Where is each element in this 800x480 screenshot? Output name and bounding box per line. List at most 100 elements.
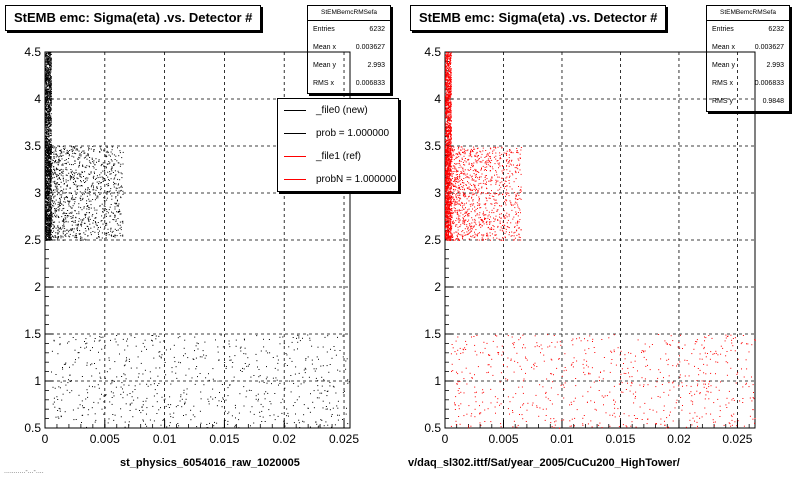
data-point <box>46 140 48 142</box>
data-point <box>56 182 58 184</box>
data-point <box>50 102 51 104</box>
data-point <box>117 224 119 226</box>
data-point <box>77 224 79 226</box>
data-point <box>449 225 451 226</box>
data-point <box>446 96 448 98</box>
data-point <box>77 173 79 175</box>
data-point <box>48 115 50 117</box>
data-point <box>49 184 51 186</box>
data-point <box>92 166 94 167</box>
data-point <box>46 130 48 132</box>
data-point <box>48 158 50 160</box>
data-point <box>57 410 59 411</box>
data-point <box>78 213 80 215</box>
data-point <box>447 72 449 73</box>
data-point <box>107 185 109 187</box>
data-point <box>59 184 60 186</box>
data-point <box>48 190 50 192</box>
data-point <box>72 150 74 151</box>
data-point <box>447 236 449 238</box>
y-tick-label: 1 <box>34 374 41 388</box>
data-point <box>112 414 114 415</box>
data-point <box>109 368 111 370</box>
data-point <box>46 116 48 118</box>
data-point <box>180 394 182 396</box>
data-point <box>80 195 82 197</box>
data-point <box>113 419 115 421</box>
data-point <box>235 345 237 347</box>
data-point <box>48 88 50 90</box>
data-point <box>449 139 451 141</box>
data-point <box>50 221 51 223</box>
data-point <box>117 218 119 219</box>
data-point <box>447 82 449 84</box>
data-point <box>68 154 70 156</box>
data-point <box>100 165 102 167</box>
data-point <box>46 102 48 103</box>
data-point <box>337 400 339 402</box>
data-point <box>47 106 49 107</box>
data-point <box>93 177 94 179</box>
data-point <box>68 379 69 381</box>
data-point <box>104 217 106 219</box>
data-point <box>241 371 243 372</box>
data-point <box>50 182 52 184</box>
data-point <box>108 418 110 420</box>
data-point <box>47 185 49 187</box>
data-point <box>80 173 82 175</box>
data-point <box>114 175 116 177</box>
data-point <box>47 132 49 134</box>
data-point <box>80 219 82 221</box>
data-point <box>119 224 121 226</box>
data-point <box>82 194 84 196</box>
data-point <box>48 184 49 186</box>
data-point <box>446 95 448 97</box>
data-point <box>447 239 449 241</box>
data-point <box>70 149 72 151</box>
data-point <box>88 149 89 151</box>
data-point <box>96 161 97 163</box>
data-point <box>449 165 451 167</box>
data-point <box>45 102 46 104</box>
data-point <box>151 339 152 341</box>
data-point <box>62 146 64 148</box>
data-point <box>49 86 51 88</box>
data-point <box>45 137 47 139</box>
data-point <box>335 354 337 356</box>
data-point <box>73 184 75 185</box>
data-point <box>53 153 55 155</box>
data-point <box>49 207 51 209</box>
data-point <box>49 153 51 155</box>
data-point <box>87 155 89 157</box>
data-point <box>58 236 59 238</box>
data-point <box>114 228 116 230</box>
data-point <box>58 156 60 158</box>
data-point <box>448 236 450 238</box>
data-point <box>47 225 49 227</box>
data-point <box>448 175 450 177</box>
data-point <box>65 196 67 198</box>
data-point <box>115 219 117 221</box>
data-point <box>175 366 177 368</box>
data-point <box>147 385 149 387</box>
data-point <box>446 75 448 77</box>
data-point <box>449 98 451 100</box>
data-point <box>88 147 90 149</box>
data-point <box>51 222 52 224</box>
data-point <box>68 158 70 159</box>
data-point <box>449 147 451 149</box>
data-point <box>448 52 450 54</box>
data-point <box>450 224 452 226</box>
data-point <box>50 199 51 201</box>
data-point <box>447 172 449 174</box>
data-point <box>446 160 448 162</box>
data-point <box>48 84 50 86</box>
data-point <box>259 375 261 377</box>
data-point <box>447 71 449 73</box>
data-point <box>324 336 326 338</box>
data-point <box>64 227 66 229</box>
data-point <box>72 197 74 199</box>
data-point <box>303 369 305 371</box>
data-point <box>53 397 55 399</box>
data-point <box>284 425 286 427</box>
